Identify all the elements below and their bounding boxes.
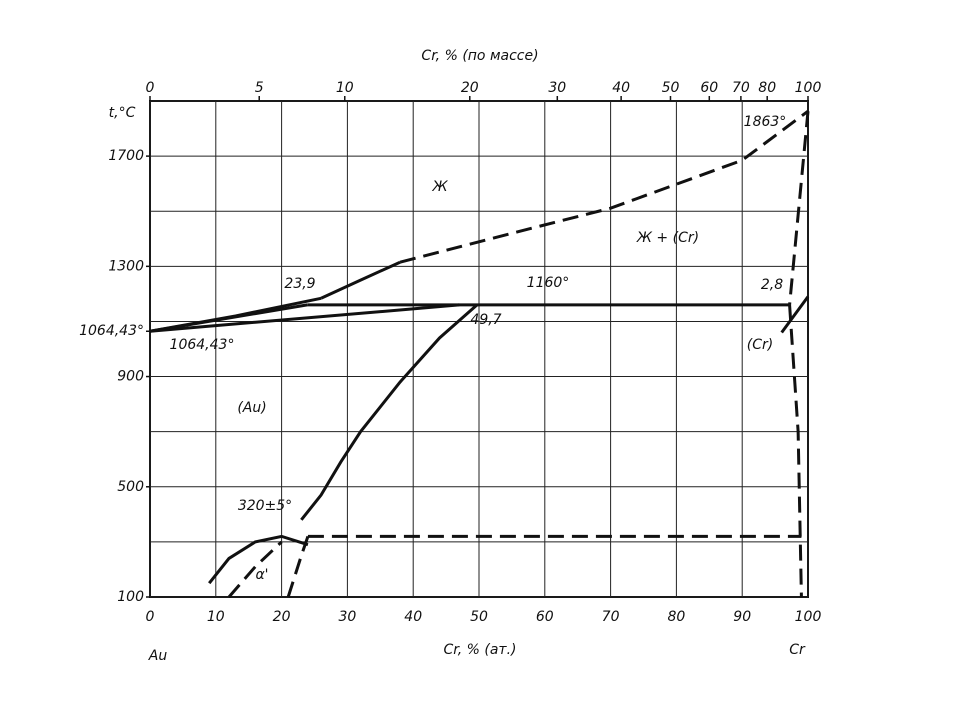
right-element: Cr — [789, 642, 806, 658]
y-tick-label: 500 — [117, 479, 144, 495]
top-tick-label: 0 — [146, 80, 155, 96]
annotation: 1160° — [527, 275, 570, 291]
top-tick-label: 70 — [732, 80, 750, 96]
phase-boundary — [399, 109, 809, 264]
phase-boundary — [286, 535, 310, 598]
left-element: Au — [148, 648, 168, 664]
top-tick-label: 80 — [758, 80, 776, 96]
phase-boundary — [149, 303, 460, 333]
y-tick-label: 900 — [117, 369, 144, 385]
annotation: (Cr) — [747, 337, 773, 353]
annotation: (Au) — [237, 400, 266, 416]
x-tick-label: 70 — [602, 609, 620, 625]
x-tick-label: 0 — [146, 609, 155, 625]
x-tick-label: 10 — [207, 609, 225, 625]
phase-boundary — [300, 303, 479, 521]
annotation: 23,9 — [284, 276, 315, 292]
x-tick-label: 20 — [273, 609, 291, 625]
x-axis-title: Cr, % (ат.) — [443, 642, 516, 658]
y-tick-label: 100 — [117, 589, 144, 605]
top-tick-label: 20 — [461, 80, 479, 96]
annotation: 2,8 — [761, 277, 783, 293]
top-axis-title: Cr, % (по массе) — [421, 48, 538, 64]
annotation: 1863° — [744, 114, 787, 130]
phase-boundary — [149, 303, 308, 333]
x-tick-label: 40 — [404, 609, 422, 625]
top-tick-label: 50 — [662, 80, 680, 96]
phase-boundary — [208, 534, 309, 585]
x-tick-label: 50 — [470, 609, 488, 625]
top-tick-label: 30 — [548, 80, 566, 96]
annotation: 1064,43° — [170, 337, 235, 353]
phase-boundary — [788, 304, 803, 598]
top-tick-label: 10 — [336, 80, 354, 96]
x-tick-label: 100 — [795, 609, 822, 625]
top-tick-label: 100 — [795, 80, 822, 96]
top-tick-label: 5 — [255, 80, 264, 96]
x-tick-label: 90 — [733, 609, 751, 625]
annotation: 49,7 — [470, 312, 501, 328]
phase-boundary — [780, 295, 810, 334]
x-tick-label: 60 — [536, 609, 554, 625]
top-tick-label: 40 — [612, 80, 630, 96]
phase-boundary — [320, 260, 401, 300]
top-tick-label: 60 — [700, 80, 718, 96]
y-axis-title: t,°C — [109, 105, 136, 121]
annotation: Ж + (Cr) — [636, 230, 699, 246]
x-tick-label: 80 — [667, 609, 685, 625]
y-tick-label: 1064,43° — [79, 323, 144, 339]
y-tick-label: 1300 — [108, 258, 144, 274]
phase-boundary — [788, 111, 810, 306]
y-tick-label: 1700 — [108, 148, 144, 164]
x-tick-label: 30 — [338, 609, 356, 625]
annotation: α' — [255, 567, 268, 583]
annotation: 320±5° — [238, 498, 292, 514]
phase-boundary — [227, 540, 283, 598]
annotation: Ж — [431, 179, 448, 195]
